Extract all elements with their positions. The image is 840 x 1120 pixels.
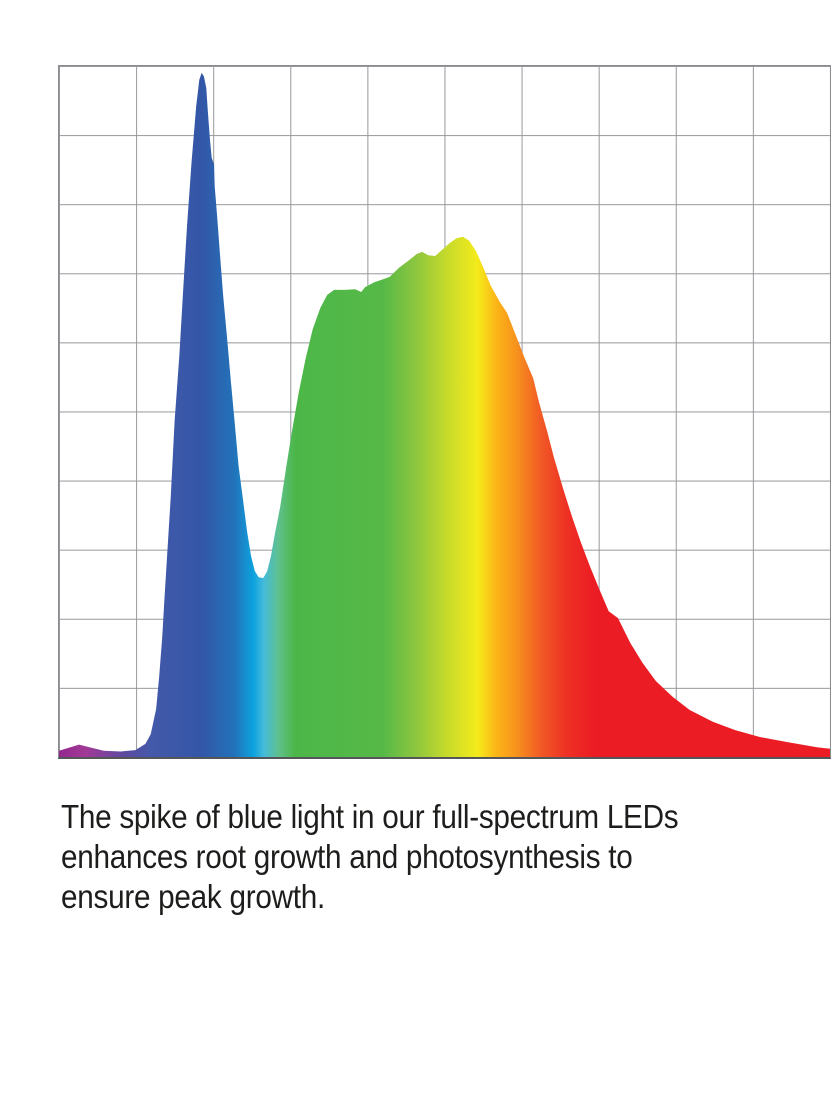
- caption: The spike of blue light in our full-spec…: [61, 797, 799, 917]
- caption-line-1: The spike of blue light in our full-spec…: [61, 798, 679, 835]
- caption-line-3: ensure peak growth.: [61, 878, 325, 915]
- caption-line-2: enhances root growth and photosynthesis …: [61, 838, 633, 875]
- spectrum-area: [59, 72, 830, 757]
- spectrum-plot: [59, 72, 830, 757]
- spectrum-chart: [58, 65, 831, 759]
